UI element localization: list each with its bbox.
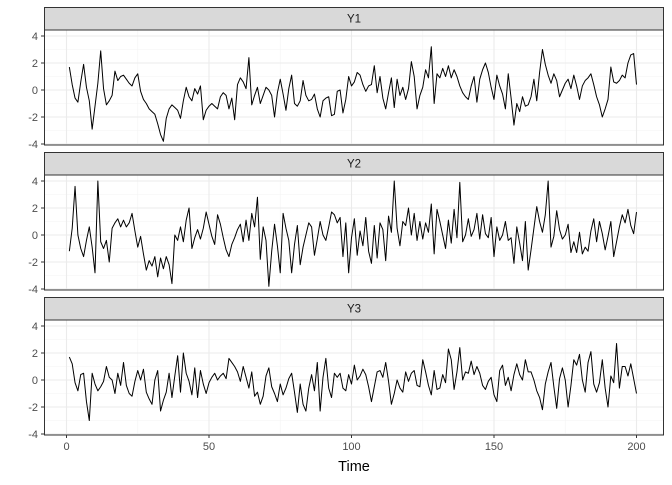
x-tick-label: 100 (342, 441, 360, 453)
facet-panel-y2: Y2 -4 -2 0 2 4 (28, 152, 664, 296)
x-tick-label: 150 (485, 441, 503, 453)
series-line-y3 (68, 343, 637, 421)
y-tick-label: -4 (28, 429, 38, 441)
panel-background (44, 175, 664, 290)
y-tick-label: 0 (32, 230, 38, 242)
panel-background (44, 30, 664, 145)
facet-panel-y1: Y1 -4 -2 0 2 4 (28, 7, 664, 151)
y-tick-label: 2 (32, 348, 38, 360)
y-tick-label: -4 (28, 139, 38, 151)
y-tick-label: 4 (32, 176, 38, 188)
facet-strip (44, 7, 664, 31)
facet-strip-label: Y1 (347, 14, 361, 26)
y-tick-label: -2 (28, 112, 38, 124)
facet-strip-label: Y2 (347, 159, 361, 171)
y-tick-label: 2 (32, 58, 38, 70)
series-line-y1 (68, 46, 637, 142)
y-tick-label: -4 (28, 284, 38, 296)
x-tick-label: 0 (63, 441, 69, 453)
facet-strip (44, 152, 664, 176)
y-tick-label: 2 (32, 203, 38, 215)
x-tick-label: 200 (627, 441, 645, 453)
facet-strip-label: Y3 (347, 304, 361, 316)
y-tick-label: 4 (32, 31, 38, 43)
y-tick-label: -2 (28, 257, 38, 269)
series-line-y2 (68, 180, 637, 287)
y-tick-label: 4 (32, 321, 38, 333)
x-tick-label: 50 (203, 441, 215, 453)
y-tick-label: 0 (32, 85, 38, 97)
x-axis-title: Time (338, 459, 370, 475)
facet-panel-y3: Y3 -4 -2 0 2 4 (28, 297, 664, 441)
panel-background (44, 320, 664, 435)
y-tick-label: 0 (32, 375, 38, 387)
y-tick-label: -2 (28, 402, 38, 414)
facet-strip (44, 297, 664, 321)
